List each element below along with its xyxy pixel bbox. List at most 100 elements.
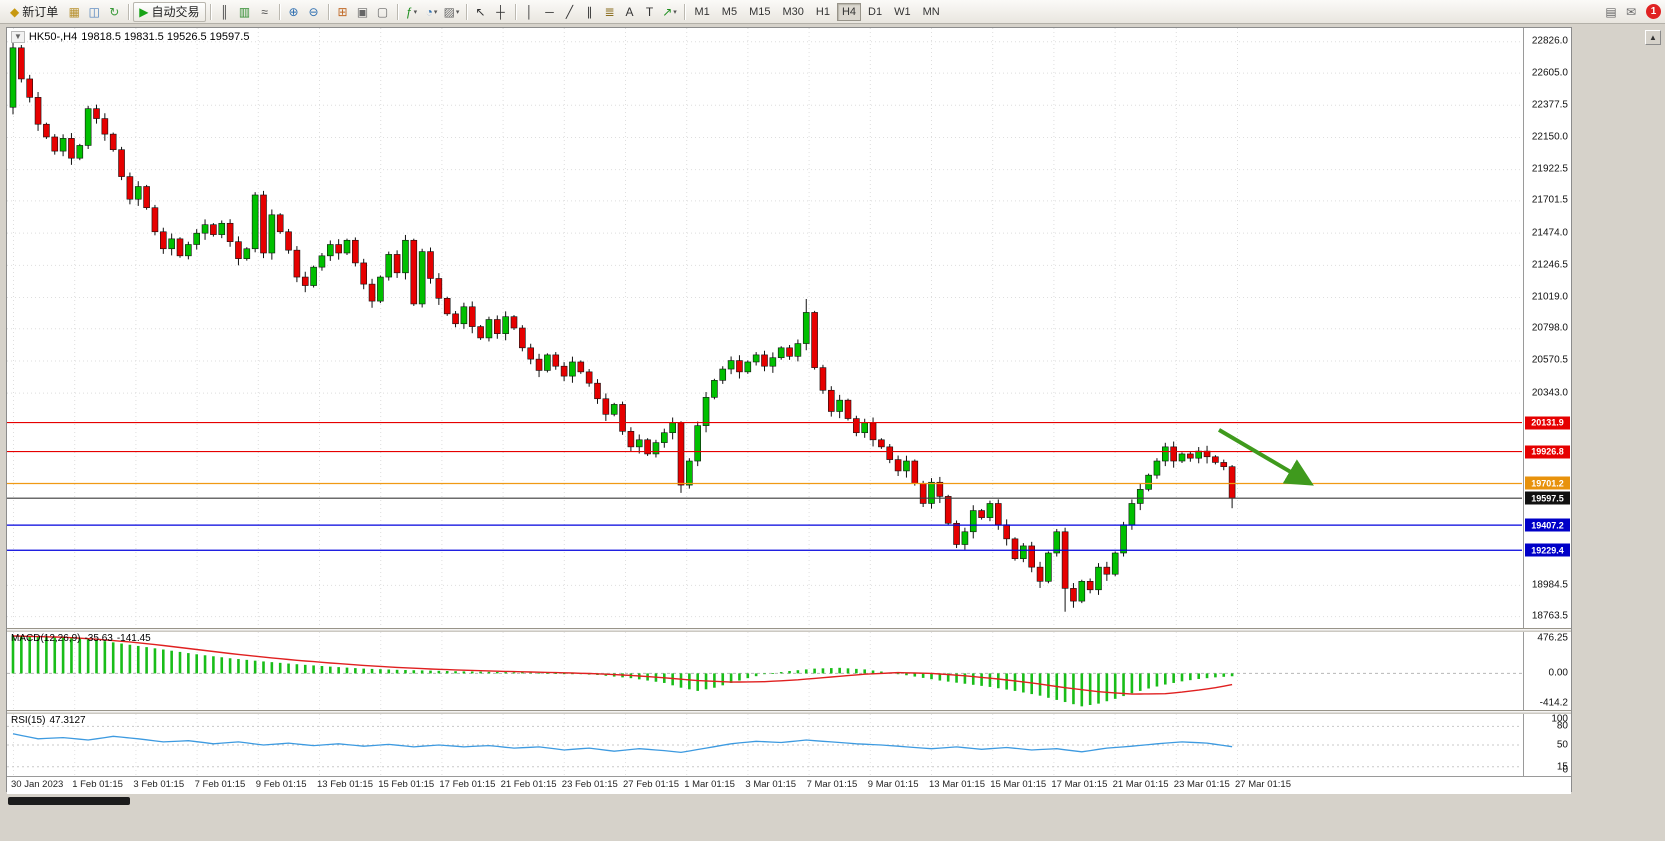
periods-clock-icon[interactable]: ◔ ▾	[422, 2, 442, 22]
timeframe-H1[interactable]: H1	[811, 3, 835, 21]
date-label: 3 Mar 01:15	[745, 779, 797, 790]
timeframe-M30[interactable]: M30	[777, 3, 808, 21]
timeframe-M1[interactable]: M1	[690, 3, 715, 21]
collapse-icon[interactable]: ▼	[11, 31, 25, 43]
macd-pane[interactable]: 476.25 0.00 -414.2 MACD(12,26,9) -35.63 -141…	[7, 632, 1571, 710]
refresh-icon[interactable]: ↻	[104, 2, 124, 22]
candle	[1070, 588, 1077, 602]
price-chart-pane[interactable]: 22826.0 22605.0 22377.5 22150.0 21922.5 21701…	[7, 28, 1571, 628]
price-badge: 20131.9	[1525, 416, 1570, 430]
candle	[644, 439, 651, 455]
candle	[276, 214, 284, 233]
indicators-icon[interactable]: ƒ ▾	[402, 2, 422, 22]
horizontal-scrollbar[interactable]	[8, 797, 130, 805]
notification-badge[interactable]: 1	[1646, 4, 1661, 19]
candle	[93, 108, 100, 119]
profiles-icon[interactable]: ◫	[84, 2, 104, 22]
macd-value-signal: -141.45	[116, 633, 151, 644]
timeframe-MN[interactable]: MN	[918, 3, 945, 21]
candle	[218, 222, 226, 235]
price-badge: 19407.2	[1525, 518, 1570, 532]
pane-splitter[interactable]	[7, 710, 1571, 714]
date-label: 7 Feb 01:15	[194, 779, 246, 790]
price-axis[interactable]: 22826.0 22605.0 22377.5 22150.0 21922.5 21701…	[1523, 28, 1571, 628]
new-order-button[interactable]: ◆ 新订单	[4, 2, 64, 22]
timeframe-W1[interactable]: W1	[889, 3, 916, 21]
news-icon[interactable]: ▤	[1601, 2, 1621, 22]
candle	[986, 503, 994, 518]
horizontal-line-icon[interactable]: ─	[540, 2, 560, 22]
candle	[210, 224, 217, 235]
candle	[260, 194, 267, 254]
date-label: 15 Mar 01:15	[990, 779, 1047, 790]
candle	[452, 313, 459, 325]
line-chart-icon[interactable]: ≈	[255, 2, 275, 22]
crosshair-icon[interactable]: ┼	[491, 2, 511, 22]
candle	[1111, 552, 1119, 575]
candle	[619, 404, 626, 432]
candle	[18, 47, 25, 80]
cursor-icon[interactable]: ↖	[471, 2, 491, 22]
candle	[1061, 531, 1069, 589]
rsi-pane[interactable]: 100 80 50 15 0 RSI(15) 47.3127	[7, 714, 1571, 776]
candle	[1187, 453, 1194, 459]
ohlc-bars-icon[interactable]: ║	[215, 2, 235, 22]
trend-arrow-annotation[interactable]	[1217, 428, 1314, 486]
date-label: 30 Jan 2023	[11, 779, 64, 790]
candle	[301, 276, 309, 286]
toolbar-separator	[327, 3, 329, 20]
candle	[1095, 566, 1102, 591]
cascade-windows-icon[interactable]: ▢	[373, 2, 393, 22]
price-axis-label: 21474.0	[1531, 227, 1568, 239]
tile-windows-icon[interactable]: ⊞	[333, 2, 353, 22]
trendline-icon[interactable]: ╱	[560, 2, 580, 22]
candle	[519, 327, 526, 349]
candle	[969, 510, 977, 533]
mailbox-icon[interactable]: ✉	[1621, 2, 1641, 22]
arrange-windows-icon[interactable]: ▣	[353, 2, 373, 22]
candle	[360, 262, 368, 285]
timeframe-M5[interactable]: M5	[717, 3, 742, 21]
candle	[677, 422, 685, 486]
rsi-name: RSI(15)	[11, 715, 46, 726]
candlestick-chart[interactable]	[7, 28, 1522, 628]
text-label-icon[interactable]: T	[640, 2, 660, 22]
date-label: 23 Mar 01:15	[1173, 779, 1230, 790]
macd-histogram	[11, 635, 1234, 707]
candle	[535, 358, 543, 371]
candle	[435, 278, 443, 299]
time-axis[interactable]: 30 Jan 2023 1 Feb 01:15 3 Feb 01:15 7 Feb 0…	[7, 776, 1571, 794]
candle	[878, 439, 885, 448]
rsi-axis: 100 80 50 15 0	[1523, 714, 1571, 776]
timeframe-H4[interactable]: H4	[836, 2, 861, 21]
templates-icon[interactable]: ▨ ▾	[442, 2, 462, 22]
zoom-out-icon[interactable]: ⊖	[304, 2, 324, 22]
charts-grid-icon[interactable]: ▦	[64, 2, 84, 22]
macd-axis-label: 0.00	[1548, 667, 1568, 679]
candle	[869, 422, 877, 441]
candle	[811, 312, 818, 368]
panel-up-button[interactable]: ▲	[1645, 30, 1661, 45]
candle	[1086, 581, 1094, 591]
candle	[118, 149, 125, 177]
date-label: 9 Feb 01:15	[255, 779, 307, 790]
candle	[76, 145, 84, 159]
equidistant-channel-icon[interactable]: ∥	[580, 2, 600, 22]
timeframe-D1[interactable]: D1	[863, 3, 887, 21]
pane-splitter[interactable]	[7, 628, 1571, 632]
vertical-line-icon[interactable]: │	[520, 2, 540, 22]
chart-ohlc-values: 19818.5 19831.5 19526.5 19597.5	[81, 31, 250, 43]
candle	[326, 244, 334, 257]
timeframe-M15[interactable]: M15	[744, 3, 775, 21]
candle	[285, 231, 292, 251]
text-icon[interactable]: A	[620, 2, 640, 22]
candle	[1020, 545, 1027, 559]
dropdown-arrow-icon: ▾	[433, 8, 438, 16]
auto-trading-button[interactable]: ▶ 自动交易	[133, 1, 206, 22]
arrows-icon[interactable]: ↗ ▾	[660, 2, 680, 22]
date-label: 7 Mar 01:15	[806, 779, 858, 790]
fibonacci-icon[interactable]: ≣	[600, 2, 620, 22]
date-label: 13 Mar 01:15	[929, 779, 985, 790]
candlestick-icon[interactable]: ▥	[235, 2, 255, 22]
zoom-in-icon[interactable]: ⊕	[284, 2, 304, 22]
